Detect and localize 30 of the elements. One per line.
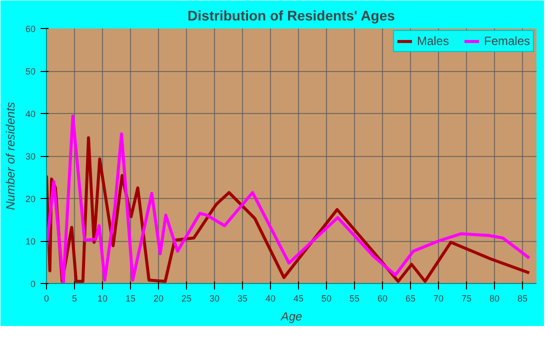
x-tick-label: 65 [405,294,416,304]
x-tick-label: 15 [125,294,136,304]
x-tick-label: 10 [97,294,108,304]
chart-title: Distribution of Residents' Ages [188,8,396,24]
y-tick-label: 10 [25,236,36,246]
x-tick-label: 20 [153,294,164,304]
x-tick-label: 0 [44,294,50,304]
x-tick-label: 5 [72,294,78,304]
x-tick-label: 30 [209,294,220,304]
y-tick-label: 50 [25,66,36,76]
x-tick-label: 55 [349,294,360,304]
legend-label: Males [416,34,449,48]
x-tick-label: 60 [377,294,388,304]
x-tick-label: 25 [181,294,192,304]
y-tick-label: 20 [25,194,36,204]
x-tick-label: 80 [489,294,500,304]
legend-label: Females [484,34,530,48]
x-tick-label: 75 [461,294,472,304]
y-tick-label: 60 [25,24,36,34]
x-tick-label: 45 [293,294,304,304]
x-tick-label: 50 [321,294,332,304]
x-axis-title: Age [280,310,302,324]
y-tick-label: 30 [25,152,36,162]
x-tick-label: 85 [517,294,528,304]
x-tick-label: 40 [265,294,276,304]
y-tick-label: 40 [25,109,36,119]
x-tick-label: 70 [433,294,444,304]
y-tick-label: 0 [30,279,36,289]
x-tick-label: 35 [237,294,248,304]
y-axis-title: Number of residents [3,102,18,210]
